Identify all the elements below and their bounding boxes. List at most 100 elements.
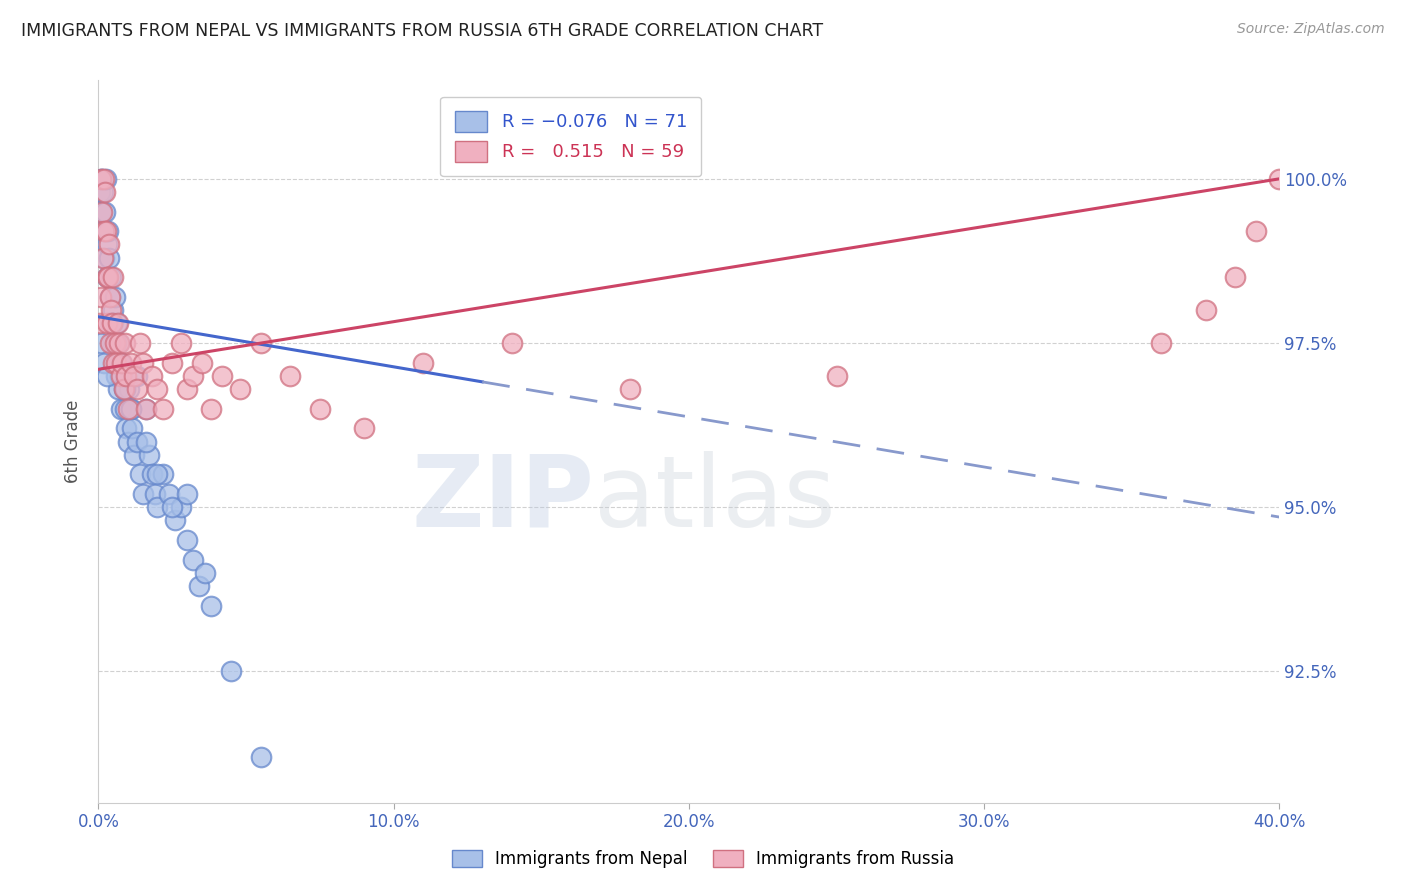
Point <box>152 401 174 416</box>
Point <box>170 500 193 515</box>
Point <box>90 171 112 186</box>
Point <box>101 303 124 318</box>
Point <box>112 382 135 396</box>
Point <box>162 500 183 515</box>
Point <box>100 270 122 285</box>
Point <box>165 513 187 527</box>
Point <box>229 382 252 396</box>
Point <box>97 224 120 238</box>
Point <box>100 336 122 351</box>
Point <box>110 356 132 370</box>
Point <box>1225 270 1247 285</box>
Point <box>97 251 120 265</box>
Text: ZIP: ZIP <box>412 450 595 548</box>
Point <box>111 368 134 383</box>
Y-axis label: 6th Grade: 6th Grade <box>65 400 83 483</box>
Point <box>93 356 115 370</box>
Point <box>91 204 114 219</box>
Point <box>110 368 132 383</box>
Point <box>103 270 125 285</box>
Point <box>125 434 148 449</box>
Point <box>117 434 139 449</box>
Point <box>96 368 118 383</box>
Point <box>101 356 124 370</box>
Point <box>94 224 117 238</box>
Point <box>93 224 115 238</box>
Point <box>117 401 139 416</box>
Point <box>157 487 180 501</box>
Point <box>93 171 115 186</box>
Point <box>200 599 222 613</box>
Point <box>825 368 848 383</box>
Point <box>114 382 136 396</box>
Point <box>141 368 163 383</box>
Point <box>90 171 112 186</box>
Point <box>96 316 118 330</box>
Point <box>132 356 155 370</box>
Point <box>111 356 134 370</box>
Point <box>114 401 136 416</box>
Point <box>110 401 132 416</box>
Point <box>181 553 204 567</box>
Point <box>176 533 198 547</box>
Point <box>353 421 375 435</box>
Point <box>94 171 117 186</box>
Point <box>211 368 233 383</box>
Point <box>105 356 128 370</box>
Point <box>114 336 136 351</box>
Point <box>1150 336 1173 351</box>
Point <box>128 336 150 351</box>
Point <box>115 368 138 383</box>
Point <box>135 401 157 416</box>
Text: IMMIGRANTS FROM NEPAL VS IMMIGRANTS FROM RUSSIA 6TH GRADE CORRELATION CHART: IMMIGRANTS FROM NEPAL VS IMMIGRANTS FROM… <box>21 22 824 40</box>
Point <box>135 434 157 449</box>
Point <box>200 401 222 416</box>
Point <box>100 316 122 330</box>
Point <box>97 270 120 285</box>
Point <box>170 336 193 351</box>
Point <box>105 368 128 383</box>
Point <box>105 336 128 351</box>
Point <box>91 251 114 265</box>
Point <box>98 290 121 304</box>
Point <box>89 185 111 199</box>
Point <box>104 336 127 351</box>
Point <box>125 382 148 396</box>
Point <box>120 356 142 370</box>
Point <box>97 237 120 252</box>
Point <box>104 336 127 351</box>
Point <box>94 204 117 219</box>
Point <box>96 237 118 252</box>
Point <box>191 356 214 370</box>
Point <box>187 579 209 593</box>
Point <box>107 316 129 330</box>
Point <box>176 382 198 396</box>
Point <box>1268 171 1291 186</box>
Point <box>107 356 129 370</box>
Text: atlas: atlas <box>595 450 837 548</box>
Point <box>619 382 641 396</box>
Point <box>100 316 122 330</box>
Point <box>115 421 138 435</box>
Point <box>90 336 112 351</box>
Point <box>128 467 150 482</box>
Point <box>221 665 243 679</box>
Point <box>146 500 169 515</box>
Point <box>501 336 523 351</box>
Point <box>125 368 148 383</box>
Point <box>112 382 135 396</box>
Point <box>96 270 118 285</box>
Point <box>250 749 273 764</box>
Point <box>98 336 121 351</box>
Point <box>91 171 114 186</box>
Point <box>135 401 157 416</box>
Point <box>110 356 132 370</box>
Point <box>89 316 111 330</box>
Point <box>107 382 129 396</box>
Text: Source: ZipAtlas.com: Source: ZipAtlas.com <box>1237 22 1385 37</box>
Point <box>93 224 115 238</box>
Point <box>108 368 131 383</box>
Point <box>176 487 198 501</box>
Point <box>309 401 332 416</box>
Point <box>121 421 143 435</box>
